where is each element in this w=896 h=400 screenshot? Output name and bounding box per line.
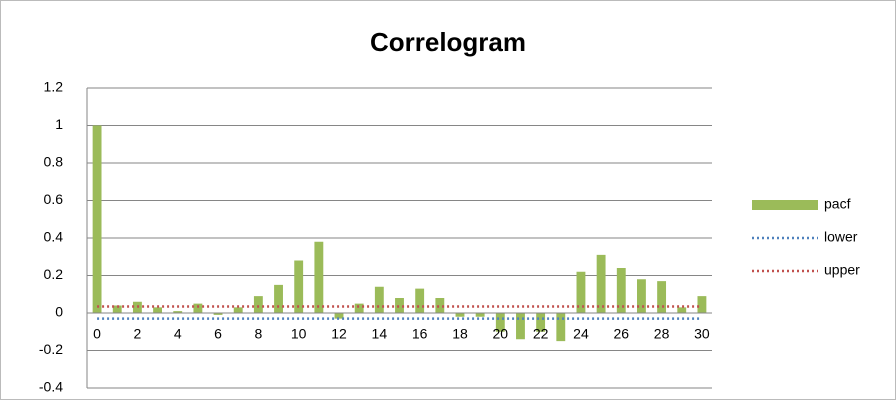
bar (556, 313, 566, 342)
bar (334, 313, 344, 319)
x-tick-label: 0 (93, 326, 101, 342)
y-tick-label: 0 (55, 304, 63, 320)
bar (637, 279, 646, 313)
x-tick-label: 18 (452, 326, 468, 342)
x-tick-label: 30 (694, 326, 710, 342)
x-tick-label: 14 (372, 326, 388, 342)
x-tick-label: 8 (254, 326, 262, 342)
bar (274, 284, 283, 313)
bar (112, 305, 122, 313)
x-tick-label: 6 (214, 326, 222, 342)
bar (495, 313, 505, 332)
bar (616, 268, 626, 313)
x-tick-label: 10 (291, 326, 307, 342)
y-tick-label: 0.8 (44, 154, 64, 170)
bar (354, 303, 364, 313)
bar (697, 296, 707, 313)
bar (435, 298, 445, 313)
y-tick-label: 1.2 (44, 79, 64, 95)
bar (374, 286, 384, 313)
bar (173, 311, 183, 313)
x-tick-label: 4 (174, 326, 182, 342)
x-tick-label: 26 (613, 326, 629, 342)
bar (153, 307, 162, 313)
bar (314, 241, 324, 313)
x-tick-label: 12 (331, 326, 347, 342)
bar (92, 125, 102, 313)
bar (395, 298, 404, 313)
x-tick-label: 2 (134, 326, 142, 342)
legend-label: upper (824, 262, 860, 278)
bar (475, 313, 485, 317)
bar (233, 307, 243, 313)
chart-title: Correlogram (370, 27, 526, 57)
bar (516, 313, 525, 340)
x-tick-label: 24 (573, 326, 589, 342)
y-tick-label: 0.2 (44, 266, 64, 282)
y-tick-label: 1 (55, 116, 63, 132)
bar (677, 307, 687, 313)
y-tick-label: 0.6 (44, 191, 64, 207)
bar (596, 254, 606, 313)
x-tick-label: 16 (412, 326, 428, 342)
y-tick-label: 0.4 (44, 229, 64, 245)
x-tick-label: 22 (533, 326, 549, 342)
bar (455, 313, 465, 317)
bar (193, 303, 203, 313)
bar (415, 288, 425, 313)
legend-label: pacf (824, 196, 851, 212)
bar (536, 313, 546, 332)
x-tick-label: 28 (654, 326, 670, 342)
bar (213, 313, 223, 315)
legend-label: lower (824, 229, 858, 245)
legend-swatch (752, 200, 818, 210)
y-tick-label: -0.2 (39, 341, 63, 357)
x-tick-label: 20 (493, 326, 509, 342)
y-tick-label: -0.4 (39, 379, 63, 395)
bar (657, 281, 667, 313)
bar (253, 296, 263, 313)
bar (294, 260, 304, 313)
bar (576, 271, 586, 313)
